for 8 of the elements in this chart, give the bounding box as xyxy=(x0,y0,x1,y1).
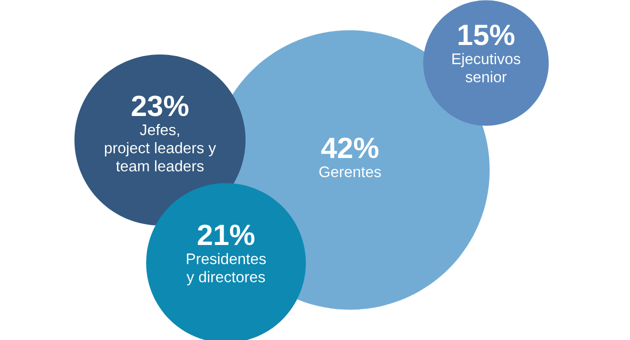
data-label: 15% xyxy=(458,24,514,46)
category-label: Gerentes xyxy=(319,166,381,178)
category-label: Jefes, project leaders y team leaders xyxy=(104,124,216,172)
category-label: Presidentes y directores xyxy=(186,253,266,286)
data-label: 23% xyxy=(132,96,188,116)
data-label: 42% xyxy=(321,138,378,158)
category-label: Ejecutivos senior xyxy=(452,53,520,82)
data-label: 21% xyxy=(198,224,254,246)
